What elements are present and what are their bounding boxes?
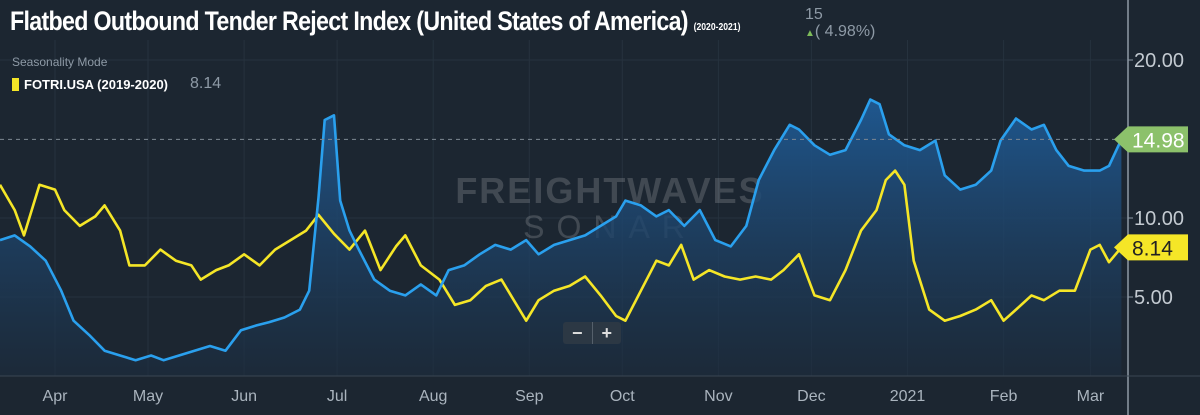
prior-value-label: 8.14 xyxy=(1132,237,1173,260)
x-tick-label: Nov xyxy=(704,388,732,405)
legend-label: FOTRI.USA (2019-2020) xyxy=(24,76,169,92)
current-value-badge xyxy=(1114,126,1188,153)
chart-title: Flatbed Outbound Tender Reject Index (Un… xyxy=(10,6,740,37)
x-tick-label: Feb xyxy=(990,388,1018,405)
zoom-out-button[interactable]: − xyxy=(572,323,583,343)
seasonality-mode-label: Seasonality Mode xyxy=(12,55,108,69)
prior-value-badge xyxy=(1114,234,1188,261)
title-period: (2020-2021) xyxy=(693,22,741,33)
legend-item[interactable]: FOTRI.USA (2019-2020) 8.14 xyxy=(12,75,221,93)
watermark-freightwaves: FREIGHTWAVES xyxy=(455,170,764,211)
change-percent: ( 4.98%) xyxy=(814,23,876,40)
y-tick-label: 10.00 xyxy=(1134,208,1184,230)
title-text: Flatbed Outbound Tender Reject Index (Un… xyxy=(10,6,689,36)
x-tick-label: Jun xyxy=(231,388,257,405)
change-indicator: 15 ▲( 4.98%) xyxy=(805,6,875,42)
x-tick-label: Oct xyxy=(610,388,635,405)
y-tick-label: 5.00 xyxy=(1134,287,1173,309)
current-value-label: 14.98 xyxy=(1132,129,1185,152)
x-tick-label: Jul xyxy=(327,388,347,405)
x-tick-label: May xyxy=(133,388,163,405)
arrow-up-icon: ▲ xyxy=(805,28,815,39)
x-tick-label: Dec xyxy=(797,388,825,405)
zoom-controls: − + xyxy=(563,322,622,344)
current-series-area xyxy=(0,99,1122,376)
x-tick-label: Apr xyxy=(43,388,69,405)
x-tick-label: Mar xyxy=(1077,388,1105,405)
divider xyxy=(591,322,593,344)
legend-value: 8.14 xyxy=(190,75,222,92)
current-series-line xyxy=(0,98,1123,362)
x-tick-label: 2021 xyxy=(890,388,926,405)
change-value: 15 xyxy=(805,6,823,23)
y-tick-label: 20.00 xyxy=(1134,50,1184,72)
legend-swatch xyxy=(12,77,19,91)
zoom-in-button[interactable]: + xyxy=(601,323,613,343)
x-tick-label: Sep xyxy=(515,388,544,405)
prior-series-line xyxy=(0,169,1123,322)
x-tick-label: Aug xyxy=(419,388,447,405)
